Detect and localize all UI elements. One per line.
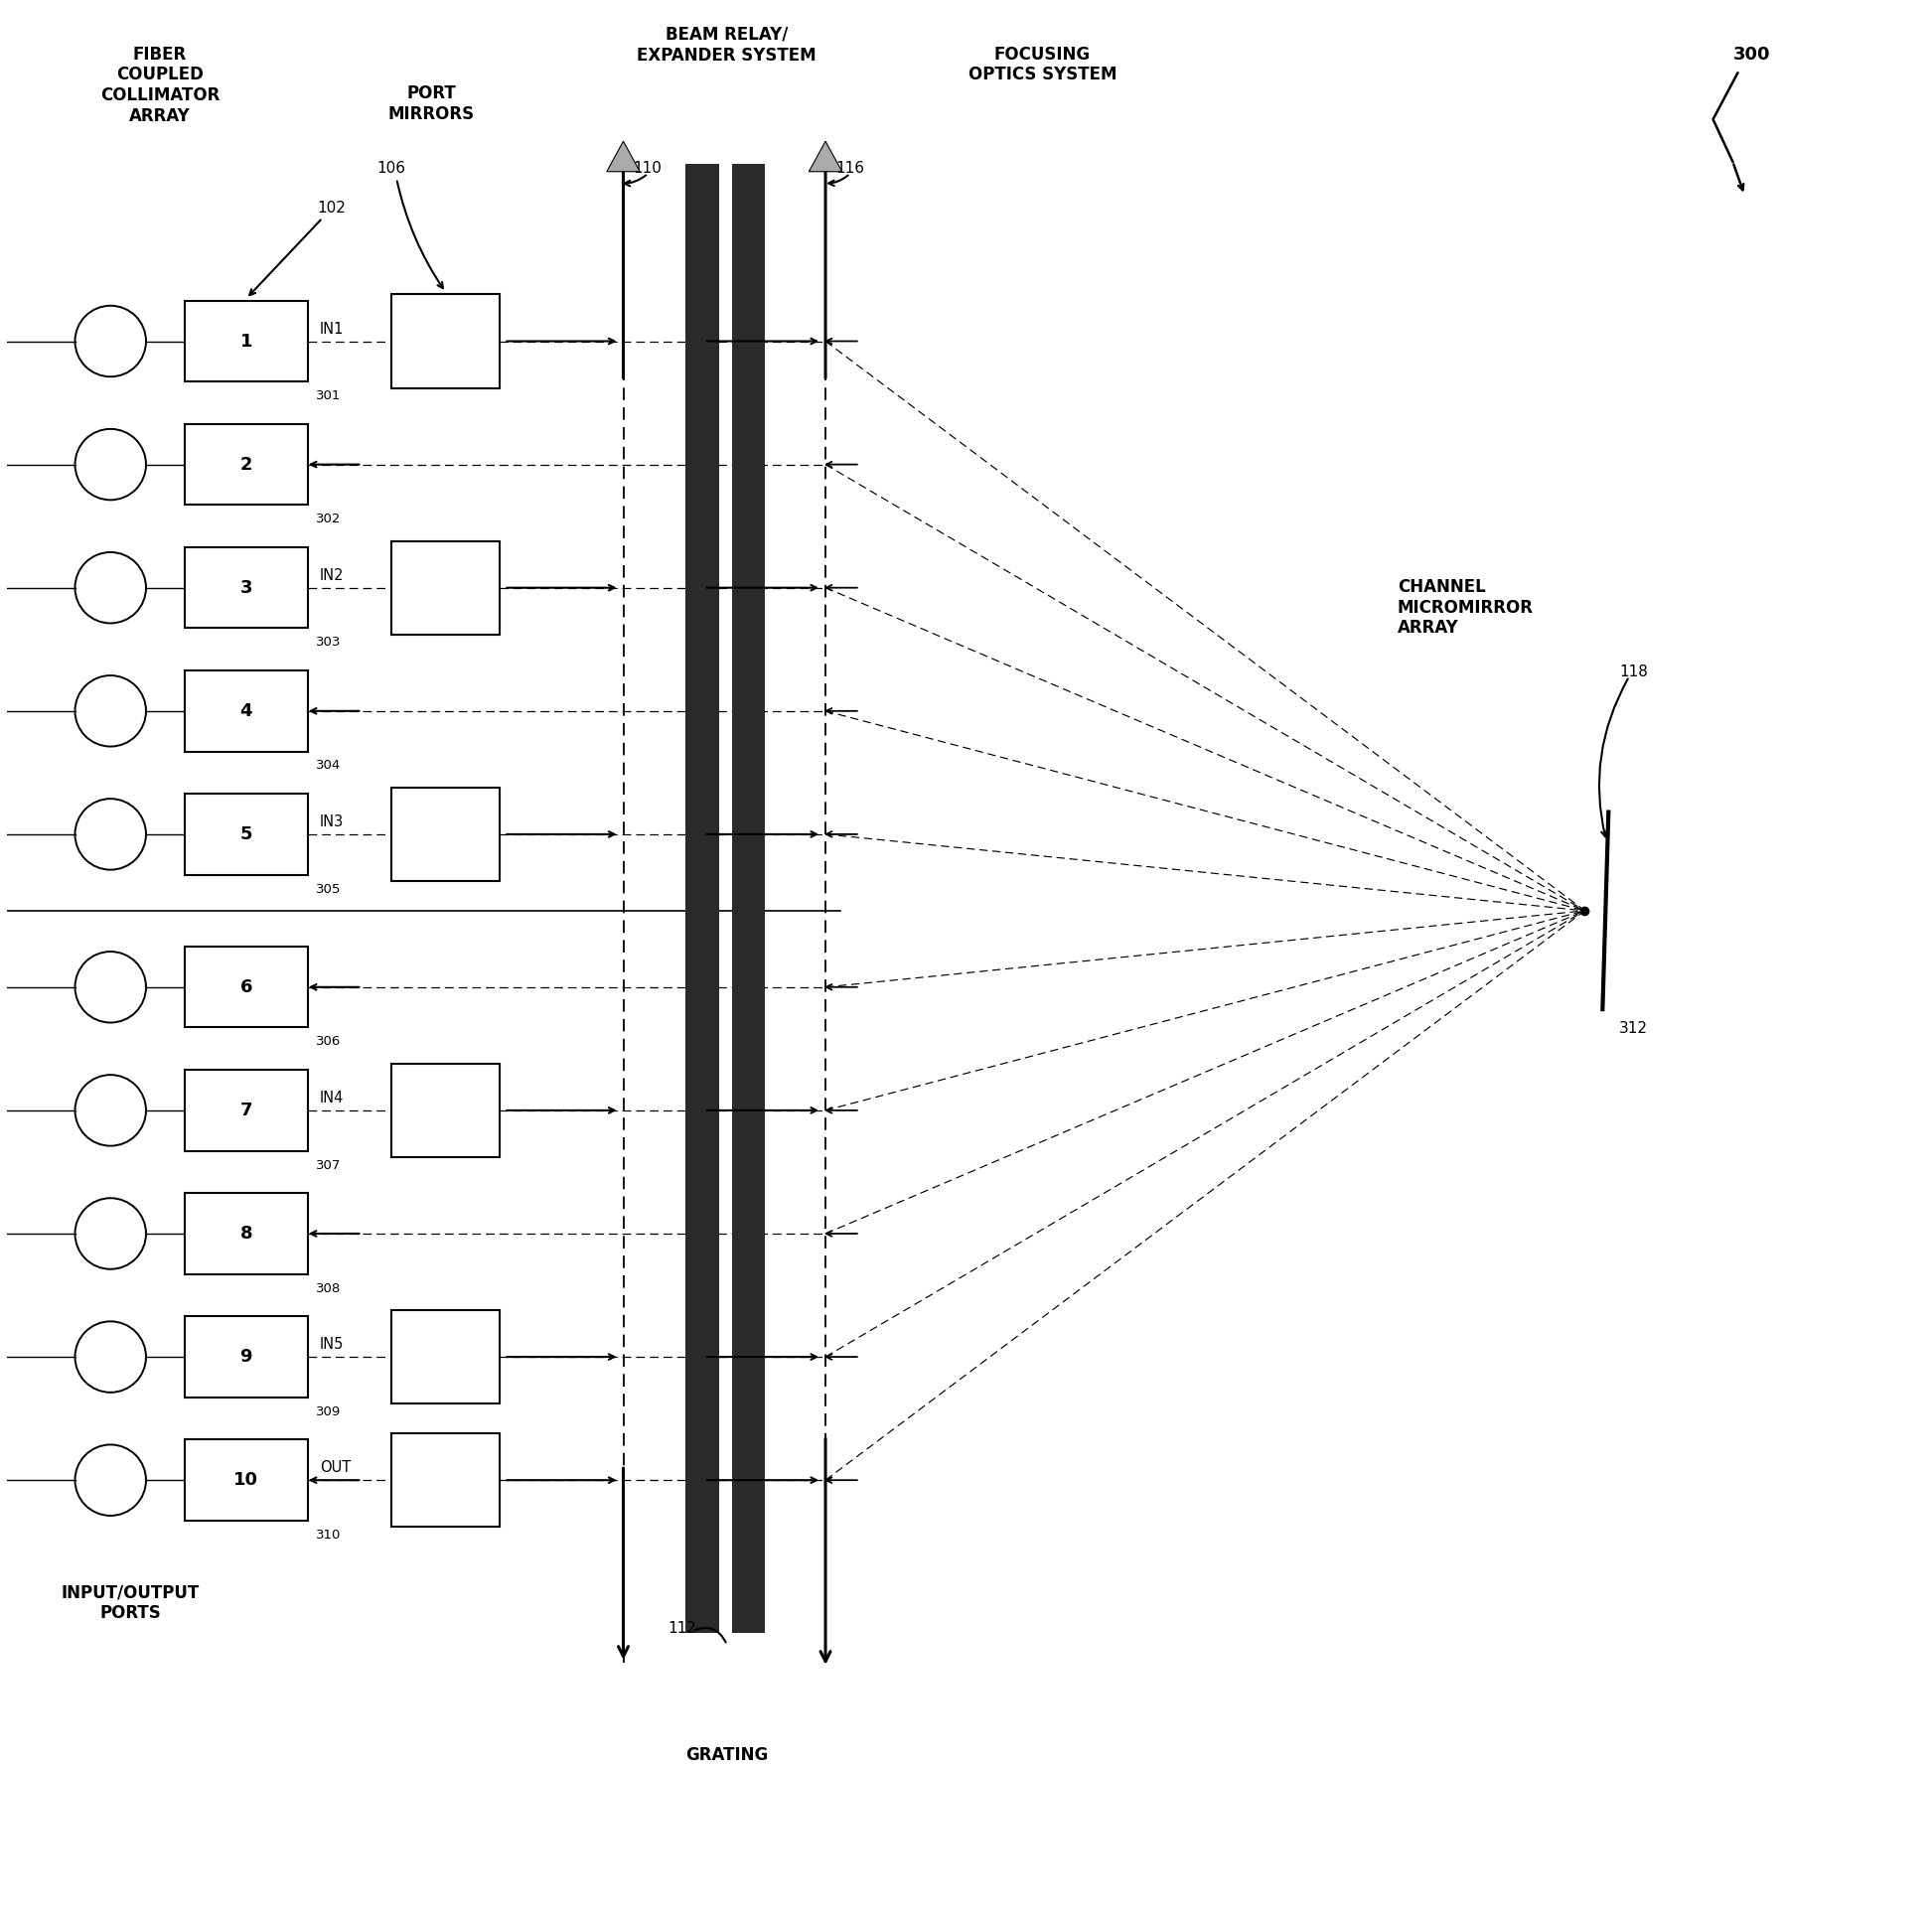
Text: FIBER
COUPLED
COLLIMATOR
ARRAY: FIBER COUPLED COLLIMATOR ARRAY: [100, 46, 220, 125]
Text: 2: 2: [240, 456, 253, 473]
Bar: [184, 793, 307, 876]
Bar: [184, 548, 307, 628]
Text: 302: 302: [315, 513, 340, 525]
Text: 8: 8: [240, 1224, 253, 1243]
Bar: [392, 1311, 500, 1404]
Bar: [184, 1194, 307, 1274]
Text: 110: 110: [634, 161, 663, 176]
Text: IN4: IN4: [319, 1090, 344, 1106]
Text: 106: 106: [377, 161, 406, 176]
Text: IN1: IN1: [319, 322, 344, 337]
Text: 300: 300: [1733, 46, 1770, 63]
Text: 6: 6: [240, 979, 253, 996]
Text: GRATING: GRATING: [686, 1745, 769, 1765]
Text: 4: 4: [240, 701, 253, 720]
Bar: [184, 1316, 307, 1397]
Text: 307: 307: [315, 1159, 340, 1171]
Polygon shape: [810, 142, 842, 172]
Text: 7: 7: [240, 1102, 253, 1119]
Text: 301: 301: [315, 389, 340, 402]
Text: 306: 306: [315, 1035, 340, 1048]
Text: 116: 116: [835, 161, 864, 176]
Bar: [184, 1069, 307, 1152]
Text: PORT
MIRRORS: PORT MIRRORS: [388, 84, 473, 123]
Bar: [184, 1439, 307, 1521]
Polygon shape: [607, 142, 639, 172]
Text: 118: 118: [1619, 665, 1648, 678]
Text: IN5: IN5: [319, 1337, 344, 1353]
Text: 309: 309: [315, 1404, 340, 1418]
Text: 308: 308: [315, 1282, 340, 1295]
Text: 304: 304: [315, 759, 340, 772]
Bar: [686, 163, 719, 1632]
Text: FOCUSING
OPTICS SYSTEM: FOCUSING OPTICS SYSTEM: [968, 46, 1117, 84]
Text: 112: 112: [668, 1621, 696, 1636]
Text: BEAM RELAY/
EXPANDER SYSTEM: BEAM RELAY/ EXPANDER SYSTEM: [638, 25, 817, 63]
Text: 1: 1: [240, 331, 253, 351]
Text: 312: 312: [1619, 1021, 1648, 1037]
Bar: [392, 787, 500, 881]
Bar: [392, 295, 500, 389]
Bar: [184, 423, 307, 506]
Text: 310: 310: [315, 1529, 340, 1540]
Text: 9: 9: [240, 1349, 253, 1366]
Text: 305: 305: [315, 883, 340, 895]
Bar: [392, 1433, 500, 1527]
Text: IN3: IN3: [319, 814, 344, 830]
Text: 5: 5: [240, 826, 253, 843]
Bar: [184, 671, 307, 751]
Text: 10: 10: [234, 1471, 259, 1489]
Bar: [392, 1063, 500, 1157]
Text: 102: 102: [317, 201, 346, 215]
Text: 3: 3: [240, 579, 253, 596]
Text: INPUT/OUTPUT
PORTS: INPUT/OUTPUT PORTS: [62, 1585, 199, 1623]
Bar: [732, 163, 765, 1632]
Text: IN2: IN2: [319, 567, 344, 582]
Bar: [392, 540, 500, 634]
Text: OUT: OUT: [319, 1460, 350, 1475]
Text: CHANNEL
MICROMIRROR
ARRAY: CHANNEL MICROMIRROR ARRAY: [1397, 579, 1534, 636]
Bar: [184, 301, 307, 381]
Text: 303: 303: [315, 636, 340, 650]
Bar: [184, 947, 307, 1027]
